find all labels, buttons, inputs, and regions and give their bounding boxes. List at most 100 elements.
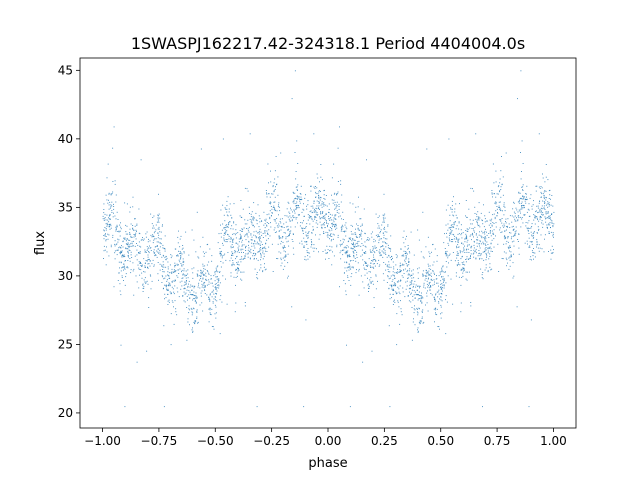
data-point [342,219,344,220]
data-point [254,247,256,249]
data-point [221,257,223,259]
data-point [355,260,357,262]
data-point [220,261,222,262]
data-point [193,287,195,289]
data-point [457,252,459,254]
x-tick-label: −1.00 [84,434,121,448]
data-point [178,264,179,266]
data-point [290,226,292,228]
data-point [375,288,377,290]
data-point [552,233,554,235]
data-point [323,205,325,207]
data-point [237,247,239,249]
data-point [341,194,343,196]
data-point [351,266,353,268]
data-point [527,208,529,210]
data-point [272,185,274,187]
data-point [278,235,280,237]
data-point [116,249,118,251]
data-point [429,274,431,276]
data-point [402,263,404,265]
data-point [408,262,410,263]
data-point [356,223,357,225]
data-point [352,244,354,246]
data-point [164,235,166,237]
data-point [439,328,440,330]
data-point [545,199,547,201]
data-point [182,295,184,297]
data-point [405,258,407,260]
data-point [183,270,185,272]
data-point [527,222,529,224]
data-point [255,212,257,214]
data-point [266,193,268,195]
data-point [355,206,357,208]
data-point [244,255,246,257]
data-point [409,252,411,254]
data-point [171,272,173,274]
data-point [297,184,299,186]
data-point [323,190,325,192]
data-point [487,244,489,245]
data-point [460,250,462,252]
data-point [420,300,422,302]
data-point [164,284,166,286]
data-point [135,275,137,277]
data-point [387,224,389,226]
data-point [438,293,440,295]
data-point [150,247,152,249]
data-point [343,247,345,249]
data-point [358,196,359,198]
data-point [460,269,462,271]
data-point [328,258,330,259]
data-point [302,233,304,234]
data-point [538,220,540,222]
data-point [480,243,482,245]
data-point [181,265,183,267]
data-point [422,274,424,276]
data-point [188,280,190,282]
data-point [384,238,386,240]
data-point [142,239,144,241]
data-point [110,246,112,248]
data-point [398,291,400,293]
data-point [397,286,399,288]
data-point [232,260,234,261]
data-point [497,243,499,245]
data-point [311,217,313,219]
data-point [111,193,113,195]
data-point [128,246,130,248]
data-point [204,285,206,287]
data-point [148,307,150,308]
data-point [289,231,291,233]
data-point [521,201,523,203]
data-point [460,258,462,260]
data-point [303,209,305,211]
data-point [467,239,469,241]
data-point [198,282,200,284]
data-point [266,224,268,226]
data-point [246,188,248,190]
data-point [204,268,206,270]
data-point [428,287,430,289]
data-point [183,261,185,263]
data-point [415,284,417,286]
data-point [383,221,385,223]
data-point [439,271,441,273]
data-point [241,239,243,241]
data-point [354,239,356,241]
data-point [157,251,159,253]
data-point [208,261,210,263]
data-point [547,179,549,181]
data-point [373,251,375,252]
data-point [388,254,390,256]
data-point [159,246,161,248]
data-point [350,224,352,226]
data-point [280,259,282,261]
data-point [391,288,393,290]
data-point [176,314,178,316]
data-point [386,265,388,267]
data-point [408,300,410,302]
data-point [447,223,449,225]
data-point [411,292,412,294]
